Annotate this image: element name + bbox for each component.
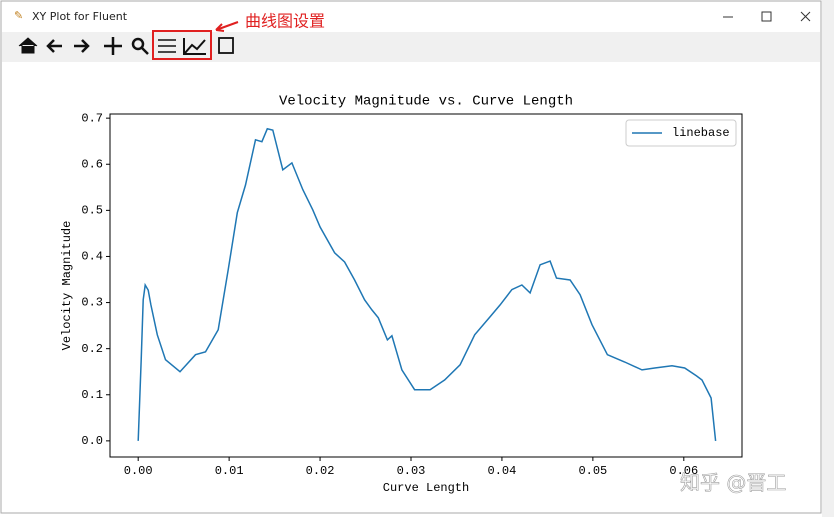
x-tick-label: 0.05 (578, 464, 607, 478)
plot-area (109, 113, 743, 458)
pan-button[interactable] (104, 37, 122, 55)
back-button[interactable] (46, 39, 62, 53)
line-series (137, 127, 717, 441)
y-tick-label: 0.2 (81, 342, 103, 356)
forward-button[interactable] (74, 39, 90, 53)
annotation-arrow (215, 21, 239, 32)
close-button[interactable] (800, 11, 811, 22)
x-tick-label: 0.00 (124, 464, 153, 478)
y-tick-label: 0.3 (81, 296, 103, 310)
legend-label: linebase (672, 126, 730, 140)
y-tick-label: 0.0 (81, 434, 103, 448)
maximize-button[interactable] (761, 11, 772, 22)
x-tick-label: 0.01 (215, 464, 244, 478)
app-icon: ✎ (14, 9, 23, 22)
home-button[interactable] (18, 37, 38, 54)
toolbar-icons (18, 37, 234, 55)
y-tick-label: 0.4 (81, 250, 103, 264)
y-axis-label: Velocity Magnitude (60, 221, 74, 351)
y-tick-label: 0.5 (81, 204, 103, 218)
zoom-button[interactable] (131, 37, 145, 51)
y-tick-label: 0.6 (81, 157, 103, 171)
zoom-handle (141, 47, 149, 55)
annotation: 曲线图设置 (245, 12, 325, 31)
x-tick-label: 0.04 (488, 464, 517, 478)
save-button[interactable] (218, 37, 234, 54)
x-tick-label: 0.02 (306, 464, 335, 478)
edit-curve-button[interactable] (183, 38, 206, 55)
highlight-box (152, 30, 212, 60)
y-tick-label: 0.7 (81, 111, 103, 125)
x-tick-label: 0.06 (669, 464, 698, 478)
background-window (822, 0, 834, 517)
plot: Velocity Magnitude vs. Curve Length 0.00 0… (60, 94, 743, 495)
toolbar (2, 32, 820, 62)
x-axis-label: Curve Length (383, 481, 469, 495)
x-tick-label: 0.03 (397, 464, 426, 478)
y-tick-label: 0.1 (81, 388, 103, 402)
window-title: XY Plot for Fluent (32, 10, 128, 23)
legend-box (625, 119, 737, 147)
watermark: 知乎 @晋工 (680, 471, 786, 495)
subplots-button[interactable] (158, 39, 176, 53)
window-frame (0, 0, 822, 514)
chart-title: Velocity Magnitude vs. Curve Length (279, 94, 573, 110)
